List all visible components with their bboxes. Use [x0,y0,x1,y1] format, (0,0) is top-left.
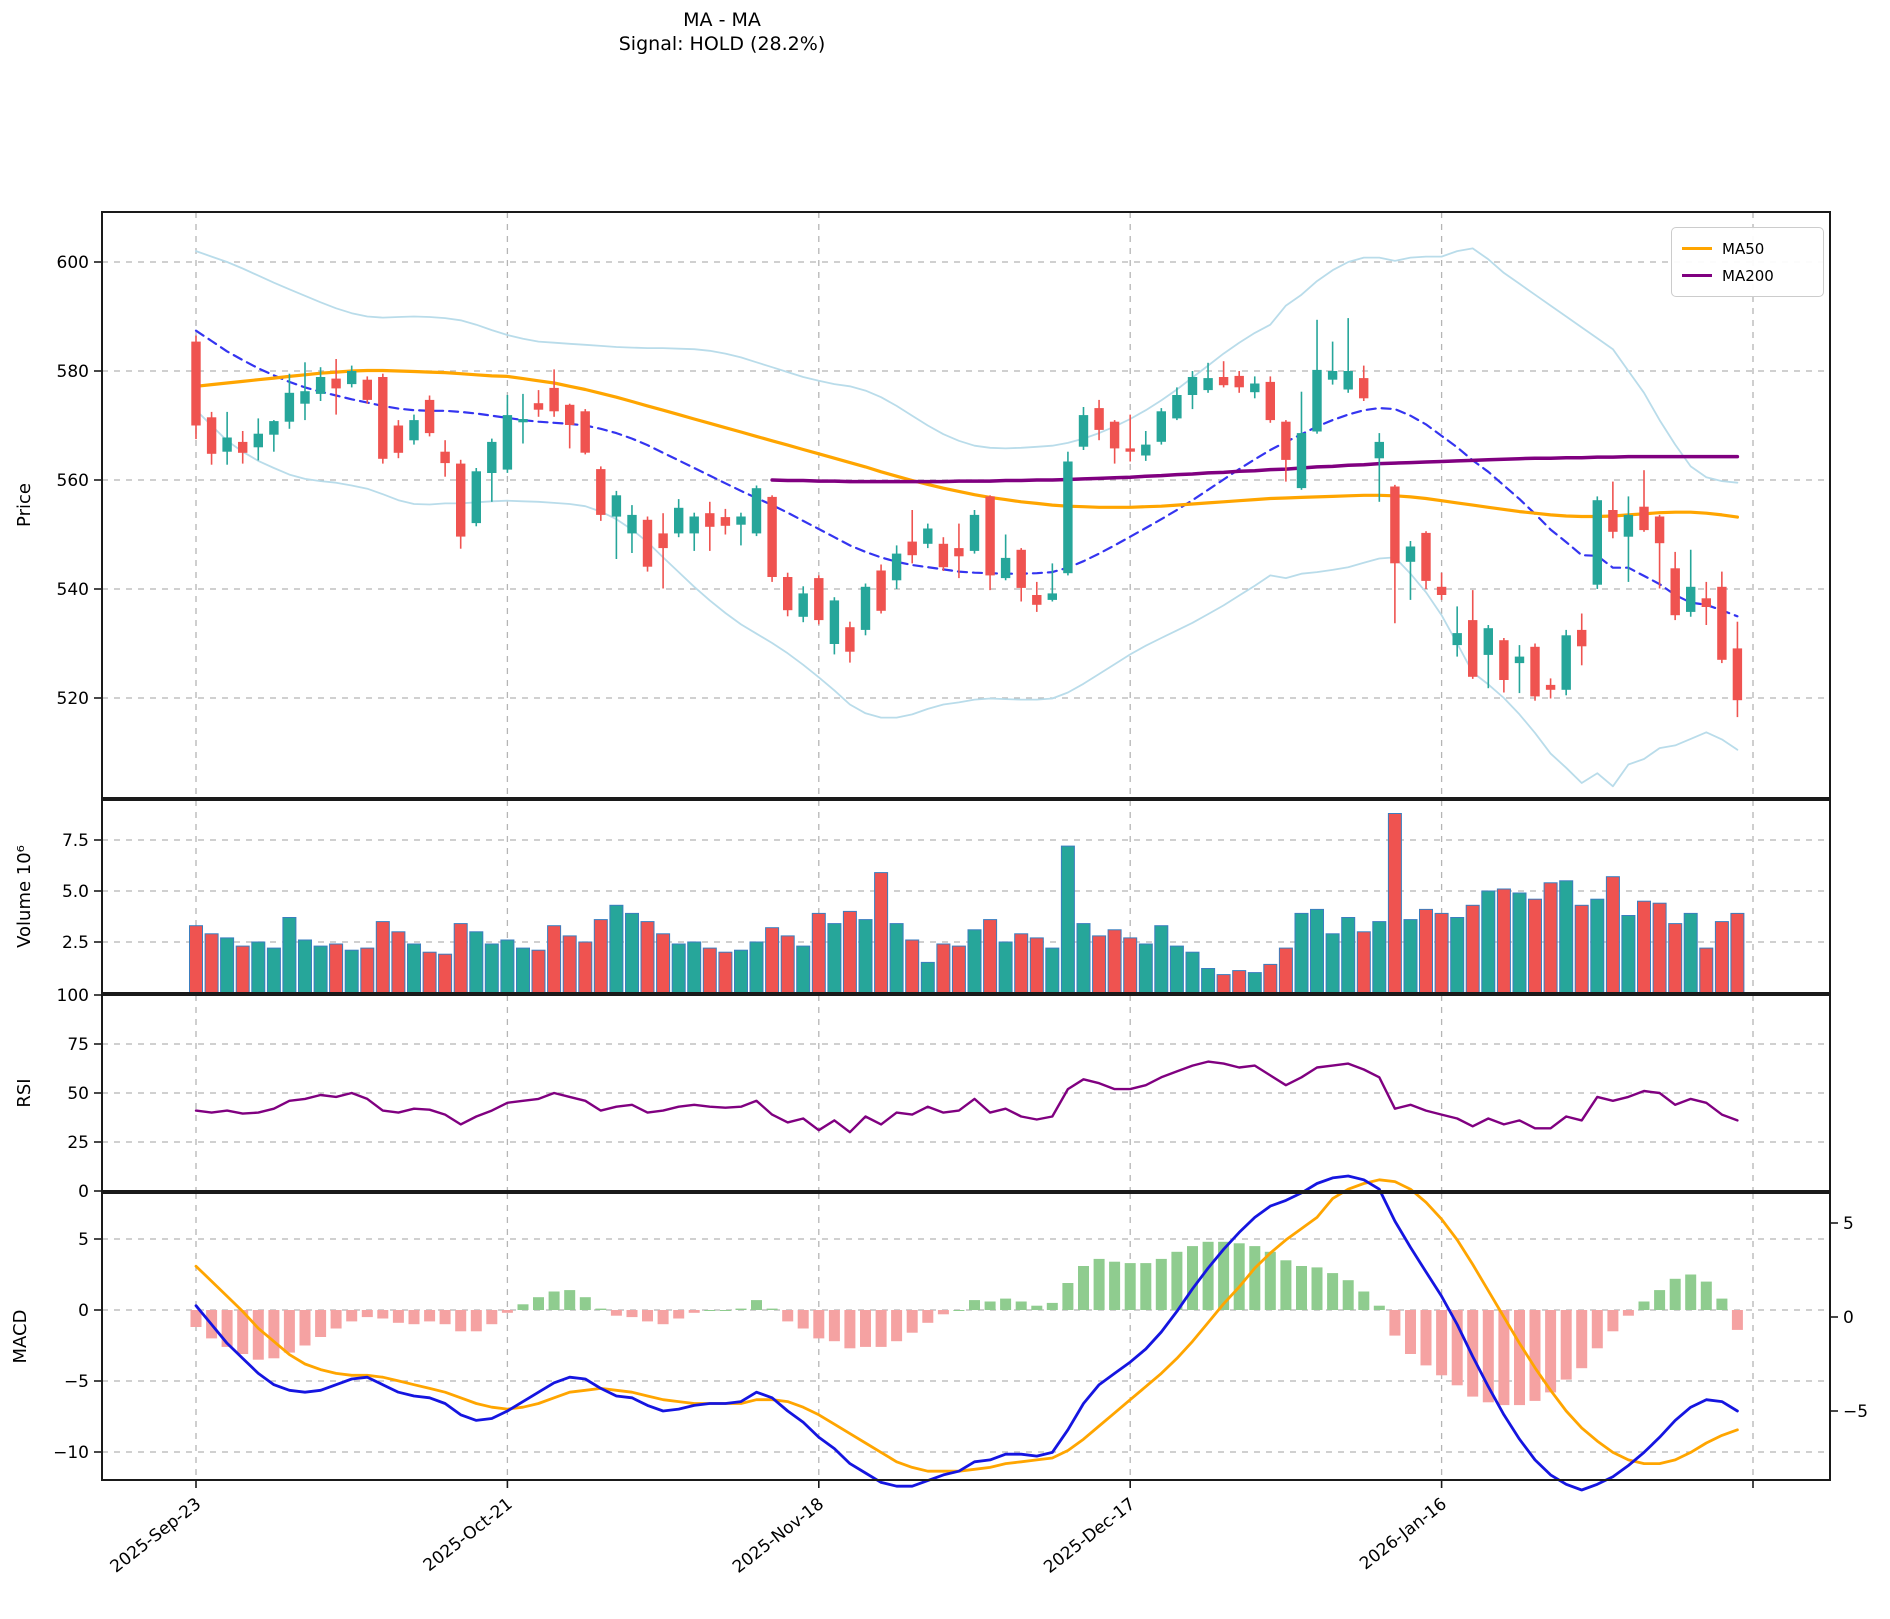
legend: MA50 MA200 [1671,227,1824,297]
svg-text:2025-Sep-23: 2025-Sep-23 [107,1494,205,1577]
legend-row-ma200: MA200 [1682,262,1813,289]
svg-text:560: 560 [57,471,89,491]
svg-text:600: 600 [57,253,89,273]
ma50-line-swatch [1682,247,1712,250]
svg-text:5: 5 [1843,1214,1854,1234]
ma200-line-swatch [1682,274,1712,277]
chart-title: MA - MA [683,9,761,31]
rsi-panel-series [194,1060,1739,1134]
svg-text:−10: −10 [53,1443,89,1463]
svg-text:2025-Dec-17: 2025-Dec-17 [1040,1494,1139,1578]
svg-text:Volume 10⁶: Volume 10⁶ [14,845,35,948]
chart-title-block: MA - MA Signal: HOLD (28.2%) [619,8,826,56]
svg-text:0: 0 [78,1301,89,1321]
price-panel-series [191,247,1743,788]
svg-text:−5: −5 [64,1372,89,1392]
svg-text:2025-Nov-18: 2025-Nov-18 [729,1494,828,1577]
svg-text:25: 25 [67,1133,89,1153]
svg-text:2.5: 2.5 [62,933,89,953]
svg-text:50: 50 [67,1084,89,1104]
legend-label-ma200: MA200 [1722,266,1774,285]
svg-text:540: 540 [57,580,89,600]
svg-text:520: 520 [57,689,89,709]
svg-text:−5: −5 [1843,1402,1868,1422]
svg-text:RSI: RSI [14,1078,35,1107]
svg-text:100: 100 [57,986,89,1006]
macd-panel-series [190,1174,1743,1492]
svg-text:Price: Price [14,483,35,527]
chart-subtitle: Signal: HOLD (28.2%) [618,33,826,55]
svg-text:7.5: 7.5 [62,831,89,851]
svg-text:2025-Oct-21: 2025-Oct-21 [420,1494,517,1576]
svg-text:0: 0 [1843,1308,1854,1328]
svg-text:MACD: MACD [10,1310,31,1364]
volume-panel-series [189,813,1745,994]
legend-row-ma50: MA50 [1682,235,1813,262]
svg-text:0: 0 [78,1182,89,1202]
svg-text:5.0: 5.0 [62,882,89,902]
svg-text:580: 580 [57,362,89,382]
svg-text:75: 75 [67,1035,89,1055]
legend-label-ma50: MA50 [1722,239,1765,258]
svg-text:5: 5 [78,1230,89,1250]
svg-text:2026-Jan-16: 2026-Jan-16 [1356,1494,1451,1574]
